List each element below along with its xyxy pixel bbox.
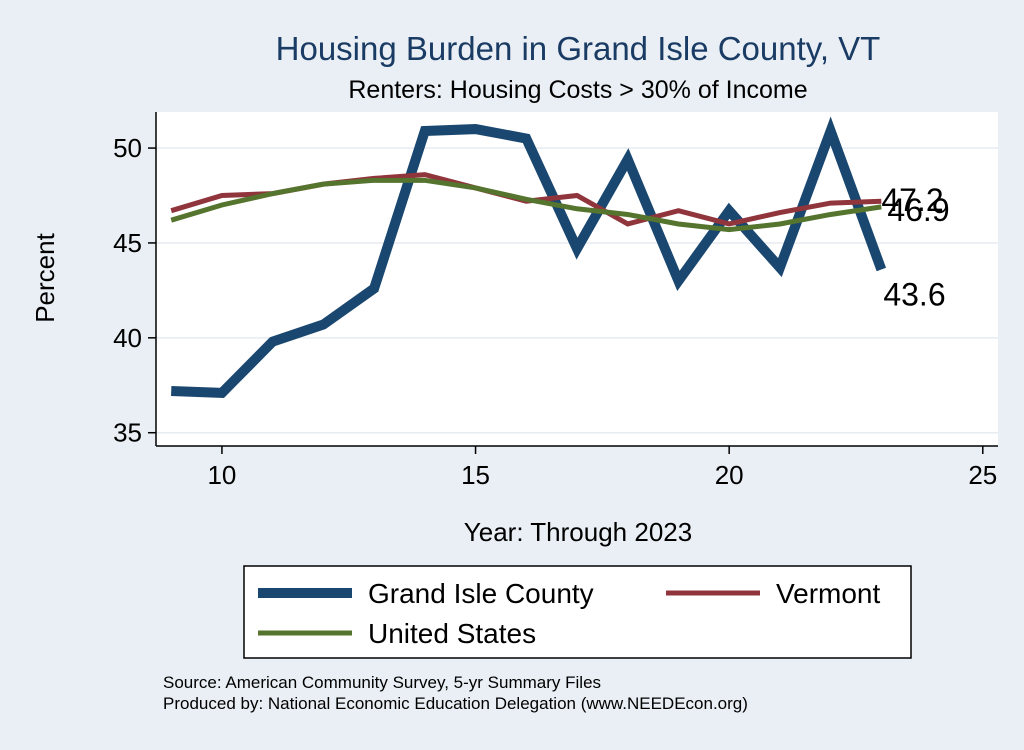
source-note: Source: American Community Survey, 5-yr … — [163, 673, 601, 692]
legend-label-vermont: Vermont — [776, 578, 880, 609]
series-line-united-states — [170, 177, 882, 233]
end-label-united-states: 46.9 — [887, 192, 949, 228]
y-tick-label-40: 40 — [113, 323, 142, 353]
chart-title: Housing Burden in Grand Isle County, VT — [276, 30, 881, 67]
x-tick-label-15: 15 — [461, 460, 490, 490]
axes: 35 40 45 50 10 15 20 25 — [113, 112, 998, 490]
x-tick-label-10: 10 — [207, 460, 236, 490]
x-tick-label-20: 20 — [715, 460, 744, 490]
producer-note: Produced by: National Economic Education… — [163, 694, 748, 713]
y-tick-label-50: 50 — [113, 133, 142, 163]
series-lines — [170, 116, 887, 398]
y-tick-label-35: 35 — [113, 418, 142, 448]
legend-label-united-states: United States — [368, 618, 536, 649]
plot-area — [156, 112, 998, 446]
chart-subtitle: Renters: Housing Costs > 30% of Income — [348, 76, 807, 104]
x-axis-title: Year: Through 2023 — [464, 517, 692, 547]
series-line-grand-isle-county — [171, 116, 887, 398]
end-label-vermont: 47.2 — [881, 182, 943, 218]
end-labels: 43.6 47.246.9 — [881, 182, 949, 312]
legend: Grand Isle County Vermont United States — [243, 565, 912, 659]
y-axis-title: Percent — [30, 232, 60, 322]
legend-label-grand-isle-county: Grand Isle County — [368, 578, 594, 609]
legend-box — [243, 565, 912, 659]
end-label-grand-isle-county: 43.6 — [883, 277, 945, 313]
y-tick-label-45: 45 — [113, 228, 142, 258]
x-tick-label-25: 25 — [968, 460, 997, 490]
